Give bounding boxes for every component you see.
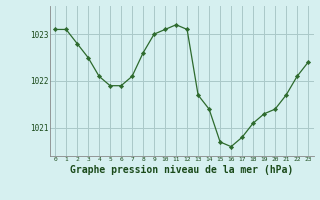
X-axis label: Graphe pression niveau de la mer (hPa): Graphe pression niveau de la mer (hPa)	[70, 165, 293, 175]
